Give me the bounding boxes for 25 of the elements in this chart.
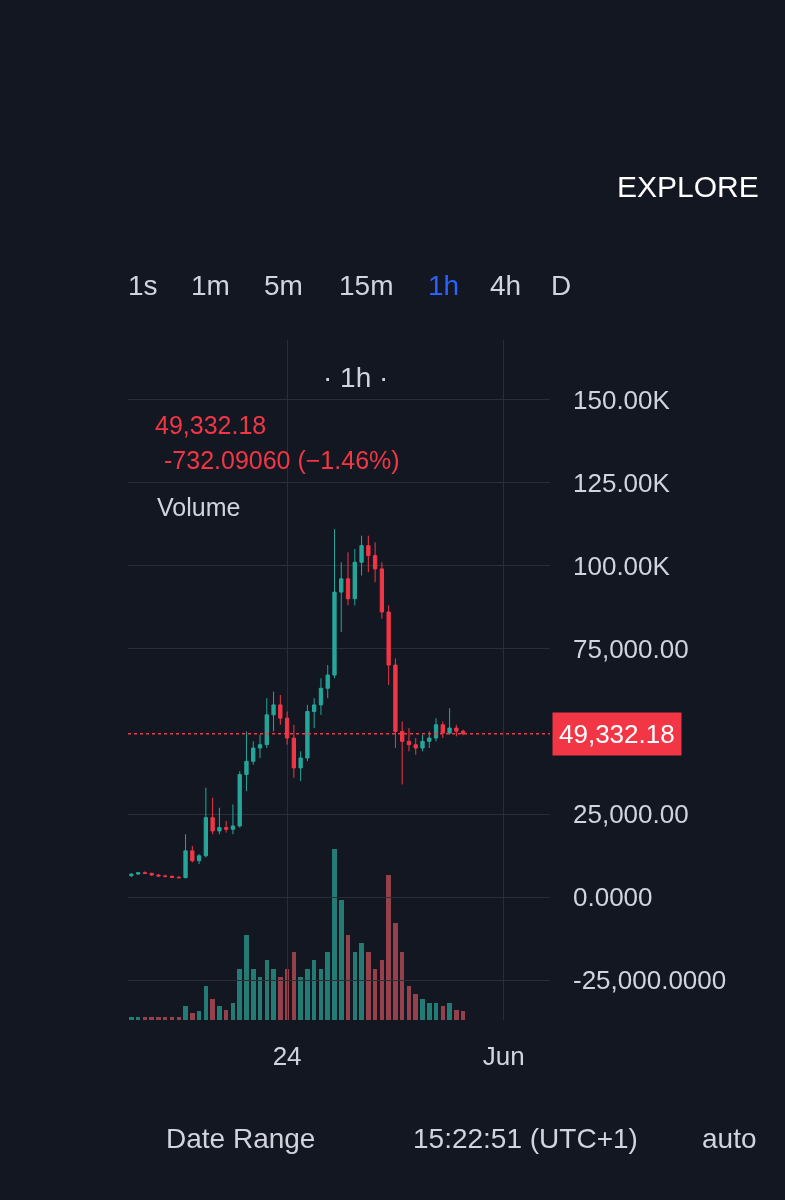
x-tick-label: Jun: [482, 1041, 525, 1071]
y-tick-label: 125.00K: [573, 467, 671, 498]
annotation: · 1h ·: [323, 362, 389, 393]
annotation: 49,332.18: [155, 411, 267, 439]
annotation: Volume: [157, 493, 241, 521]
text: 4h: [490, 270, 522, 301]
text: 1h: [428, 270, 460, 301]
text: 1s: [128, 270, 158, 301]
y-tick-label: 75,000.00: [573, 633, 689, 664]
text: auto: [702, 1123, 757, 1154]
y-tick-label: -25,000.0000: [573, 965, 727, 996]
y-tick-label: 25,000.00: [573, 799, 689, 830]
text: 15m: [339, 270, 394, 301]
y-tick-label: 150.00K: [573, 384, 671, 415]
text: 1m: [191, 270, 230, 301]
ref-line-label: 49,332.18: [559, 719, 675, 749]
x-tick-label: 24: [272, 1041, 302, 1071]
text: 5m: [264, 270, 303, 301]
y-tick-label: 100.00K: [573, 550, 671, 581]
y-tick-label: 0.0000: [573, 882, 653, 913]
text: 15:22:51 (UTC+1): [413, 1123, 638, 1154]
text: D: [551, 270, 572, 301]
text: Date Range: [166, 1123, 316, 1154]
annotation: -732.09060 (−1.46%): [164, 446, 400, 474]
text: EXPLORE: [617, 170, 759, 203]
